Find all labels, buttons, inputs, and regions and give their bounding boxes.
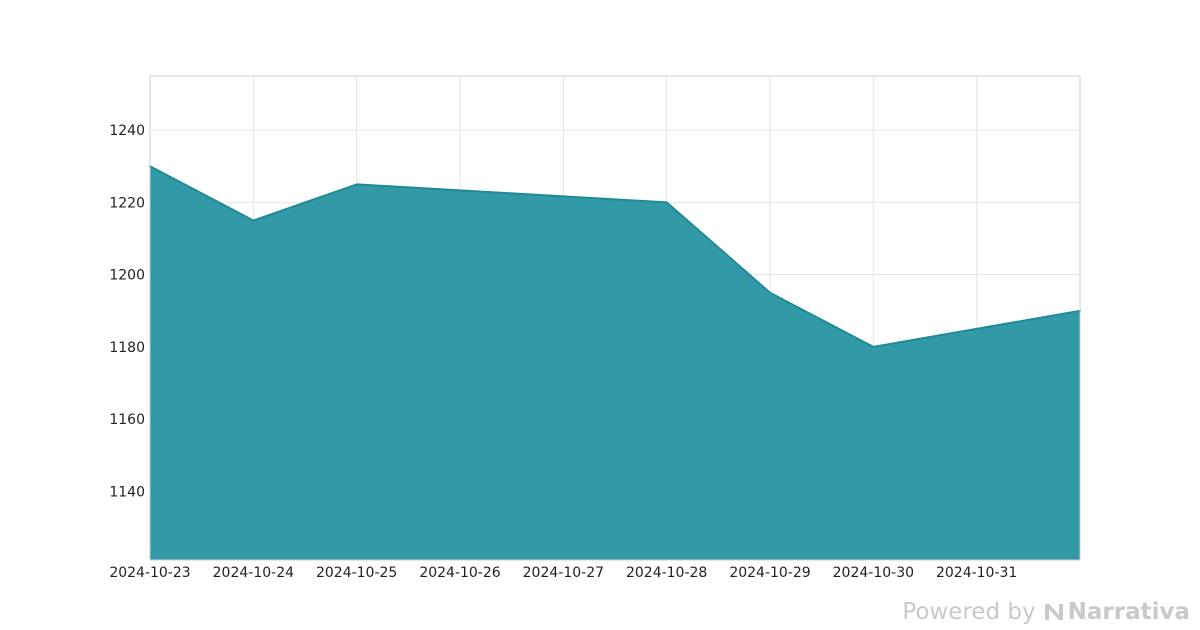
y-tick-label: 1240	[109, 123, 145, 139]
watermark: Powered by Narrativa	[902, 596, 1190, 628]
data-point	[665, 201, 668, 204]
x-axis: 2024-10-23 2024-10-24 2024-10-25 2024-10-26…	[109, 565, 1017, 581]
data-point	[355, 183, 358, 186]
brand-logo: Narrativa	[1044, 599, 1190, 625]
x-tick-label: 2024-10-24	[213, 565, 294, 581]
data-point	[769, 291, 771, 294]
data-point	[252, 219, 255, 222]
y-tick-label: 1140	[109, 484, 145, 500]
x-tick-label: 2024-10-28	[626, 565, 707, 581]
series-area	[150, 166, 1080, 561]
x-tick-label: 2024-10-27	[523, 565, 604, 581]
y-tick-label: 1200	[109, 268, 145, 284]
y-tick-label: 1160	[109, 412, 145, 428]
x-tick-label: 2024-10-29	[729, 565, 810, 581]
y-axis: 1140 1160 1180 1200 1220 1240	[109, 123, 145, 500]
x-tick-label: 2024-10-25	[316, 565, 397, 581]
y-tick-label: 1220	[109, 195, 145, 211]
x-tick-label: 2024-10-26	[419, 565, 500, 581]
plot-frame	[149, 75, 1081, 561]
brand-name: Narrativa	[1067, 599, 1190, 625]
x-tick-label: 2024-10-31	[936, 565, 1017, 581]
x-tick-label: 2024-10-23	[109, 565, 190, 581]
y-tick-label: 1180	[109, 340, 145, 356]
x-tick-label: 2024-10-30	[833, 565, 914, 581]
powered-by-label: Powered by	[902, 599, 1036, 625]
area-layer	[149, 165, 1081, 561]
data-point	[872, 345, 875, 348]
narrativa-logo-icon	[1044, 604, 1063, 620]
